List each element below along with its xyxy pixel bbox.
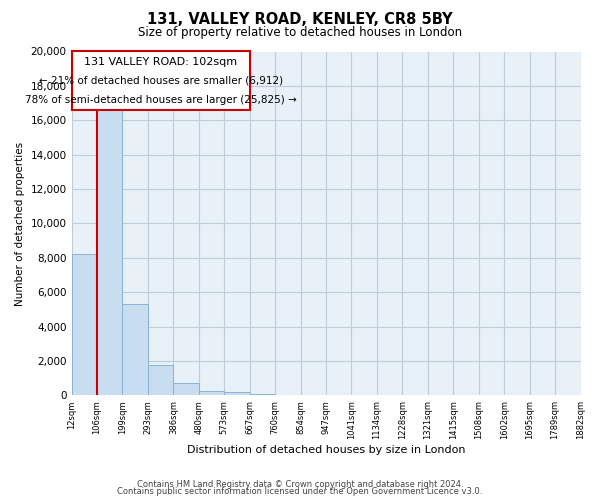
Text: Size of property relative to detached houses in London: Size of property relative to detached ho… <box>138 26 462 39</box>
Bar <box>71 254 97 396</box>
Bar <box>97 110 122 396</box>
Bar <box>173 384 199 396</box>
Text: 131 VALLEY ROAD: 102sqm: 131 VALLEY ROAD: 102sqm <box>84 57 237 67</box>
X-axis label: Distribution of detached houses by size in London: Distribution of detached houses by size … <box>187 445 465 455</box>
Text: Contains public sector information licensed under the Open Government Licence v3: Contains public sector information licen… <box>118 488 482 496</box>
Text: ← 21% of detached houses are smaller (6,912): ← 21% of detached houses are smaller (6,… <box>38 76 283 86</box>
Text: Contains HM Land Registry data © Crown copyright and database right 2024.: Contains HM Land Registry data © Crown c… <box>137 480 463 489</box>
Bar <box>199 391 224 396</box>
FancyBboxPatch shape <box>71 52 250 110</box>
Bar <box>148 364 173 396</box>
Bar <box>224 392 250 396</box>
Text: 78% of semi-detached houses are larger (25,825) →: 78% of semi-detached houses are larger (… <box>25 94 296 104</box>
Bar <box>122 304 148 396</box>
Y-axis label: Number of detached properties: Number of detached properties <box>15 142 25 306</box>
Bar <box>250 394 275 396</box>
Text: 131, VALLEY ROAD, KENLEY, CR8 5BY: 131, VALLEY ROAD, KENLEY, CR8 5BY <box>147 12 453 28</box>
